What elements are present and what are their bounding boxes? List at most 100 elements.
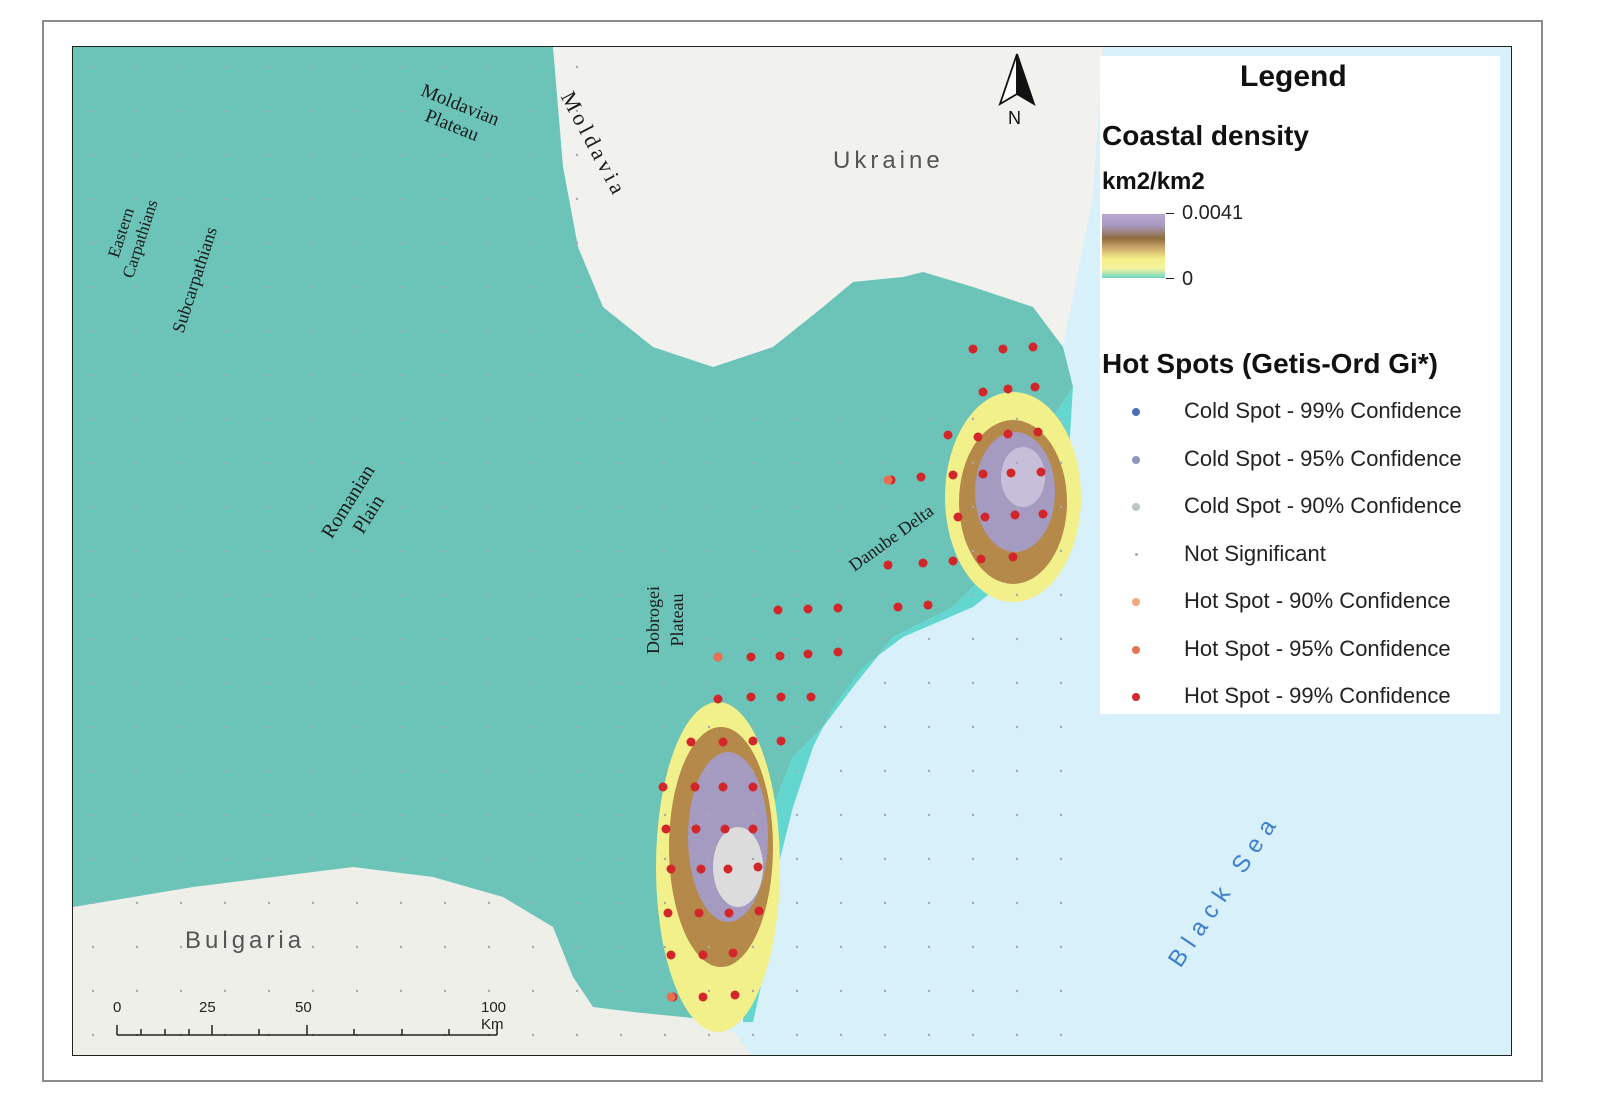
legend-item-label: Cold Spot - 99% Confidence bbox=[1184, 398, 1462, 423]
not-significant-point bbox=[135, 153, 139, 157]
not-significant-point bbox=[751, 593, 755, 597]
not-significant-point bbox=[531, 593, 535, 597]
not-significant-point bbox=[487, 549, 491, 553]
not-significant-point bbox=[751, 813, 755, 817]
not-significant-point bbox=[927, 417, 931, 421]
not-significant-point bbox=[267, 65, 271, 69]
not-significant-point bbox=[399, 549, 403, 553]
not-significant-point bbox=[267, 373, 271, 377]
not-significant-point bbox=[575, 549, 579, 553]
not-significant-point bbox=[91, 681, 95, 685]
not-significant-point bbox=[663, 593, 667, 597]
legend-item: Hot Spot - 90% Confidence bbox=[1100, 586, 1500, 616]
legend-item: Hot Spot - 99% Confidence bbox=[1100, 681, 1500, 711]
not-significant-point bbox=[135, 329, 139, 333]
hotspot-99-point bbox=[1003, 429, 1013, 439]
not-significant-point bbox=[355, 593, 359, 597]
not-significant-point bbox=[531, 461, 535, 465]
not-significant-point bbox=[487, 945, 491, 949]
hotspot-99-point bbox=[1010, 510, 1020, 520]
not-significant-point bbox=[443, 945, 447, 949]
not-significant-point bbox=[487, 109, 491, 113]
not-significant-point bbox=[839, 417, 843, 421]
not-significant-point bbox=[575, 285, 579, 289]
not-significant-point bbox=[135, 681, 139, 685]
not-significant-point bbox=[487, 725, 491, 729]
not-significant-point bbox=[839, 637, 843, 641]
not-significant-point bbox=[795, 505, 799, 509]
not-significant-point bbox=[91, 857, 95, 861]
not-significant-point bbox=[751, 549, 755, 553]
not-significant-point bbox=[795, 461, 799, 465]
not-significant-point bbox=[1015, 681, 1019, 685]
hotspot-99-point bbox=[833, 603, 843, 613]
not-significant-point bbox=[619, 461, 623, 465]
not-significant-point bbox=[971, 989, 975, 993]
legend-item: Cold Spot - 99% Confidence bbox=[1100, 396, 1500, 426]
not-significant-point bbox=[575, 505, 579, 509]
not-significant-point bbox=[531, 109, 535, 113]
hotspot-99-point bbox=[978, 387, 988, 397]
not-significant-point bbox=[1059, 505, 1063, 509]
not-significant-point bbox=[267, 285, 271, 289]
not-significant-point bbox=[311, 769, 315, 773]
not-significant-point bbox=[531, 241, 535, 245]
not-significant-point bbox=[707, 549, 711, 553]
not-significant-point bbox=[487, 329, 491, 333]
not-significant-point bbox=[267, 725, 271, 729]
not-significant-point bbox=[707, 505, 711, 509]
not-significant-point bbox=[575, 241, 579, 245]
not-significant-point bbox=[619, 593, 623, 597]
not-significant-point bbox=[971, 1033, 975, 1037]
scale-bar-ruler bbox=[116, 1025, 498, 1036]
not-significant-point bbox=[927, 901, 931, 905]
scale-label-50: 50 bbox=[295, 999, 312, 1016]
not-significant-point bbox=[355, 197, 359, 201]
north-arrow: N bbox=[992, 52, 1042, 132]
not-significant-point bbox=[135, 373, 139, 377]
not-significant-point bbox=[927, 461, 931, 465]
not-significant-point bbox=[179, 725, 183, 729]
not-significant-point bbox=[135, 505, 139, 509]
not-significant-point bbox=[91, 725, 95, 729]
not-significant-point bbox=[223, 241, 227, 245]
not-significant-point bbox=[311, 417, 315, 421]
not-significant-point bbox=[531, 637, 535, 641]
not-significant-point bbox=[135, 461, 139, 465]
not-significant-point bbox=[1059, 681, 1063, 685]
not-significant-point bbox=[487, 373, 491, 377]
not-significant-point bbox=[91, 813, 95, 817]
not-significant-point bbox=[355, 857, 359, 861]
hotspot-99-point bbox=[1008, 552, 1018, 562]
hotspot-99-point bbox=[686, 737, 696, 747]
not-significant-point bbox=[91, 373, 95, 377]
hotspot-99-point bbox=[803, 649, 813, 659]
not-significant-point bbox=[575, 769, 579, 773]
not-significant-point bbox=[311, 373, 315, 377]
not-significant-point bbox=[1015, 593, 1019, 597]
not-significant-point bbox=[663, 857, 667, 861]
legend-symbol-icon bbox=[1132, 598, 1140, 606]
hotspot-99-point bbox=[1028, 342, 1038, 352]
map-canvas[interactable]: Moldavian Plateau Moldavia Ukraine Easte… bbox=[72, 46, 1512, 1056]
hotspot-title: Hot Spots (Getis-Ord Gi*) bbox=[1102, 348, 1438, 379]
hotspot-99-point bbox=[883, 560, 893, 570]
not-significant-point bbox=[795, 813, 799, 817]
hotspot-99-point bbox=[658, 782, 668, 792]
not-significant-point bbox=[795, 901, 799, 905]
hotspot-99-point bbox=[691, 824, 701, 834]
not-significant-point bbox=[1059, 593, 1063, 597]
not-significant-point bbox=[795, 769, 799, 773]
not-significant-point bbox=[1059, 725, 1063, 729]
hotspot-99-point bbox=[1038, 509, 1048, 519]
hotspot-99-point bbox=[713, 694, 723, 704]
not-significant-point bbox=[179, 681, 183, 685]
not-significant-point bbox=[267, 241, 271, 245]
not-significant-point bbox=[619, 989, 623, 993]
not-significant-point bbox=[179, 593, 183, 597]
not-significant-point bbox=[839, 813, 843, 817]
not-significant-point bbox=[531, 857, 535, 861]
not-significant-point bbox=[663, 681, 667, 685]
not-significant-point bbox=[399, 373, 403, 377]
hotspot-99-point bbox=[775, 651, 785, 661]
